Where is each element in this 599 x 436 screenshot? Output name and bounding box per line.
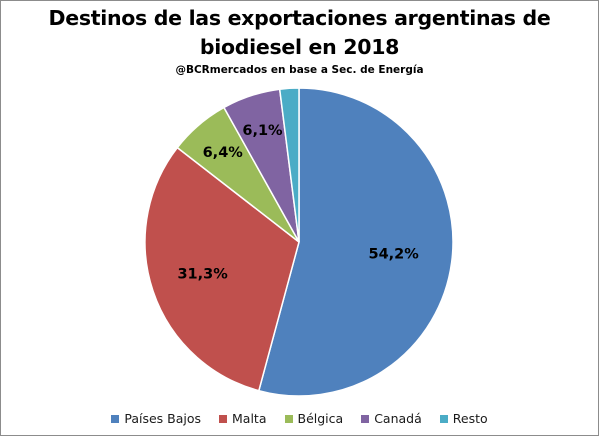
legend-swatch	[284, 414, 293, 423]
legend-label: Canadá	[374, 411, 422, 426]
pie-data-label-3: 6,4%	[203, 145, 244, 161]
legend-swatch	[219, 414, 228, 423]
legend-label: Países Bajos	[124, 411, 202, 426]
pie-slices	[144, 87, 454, 397]
pie-slice-5	[278, 87, 300, 243]
legend-swatch	[361, 414, 370, 423]
chart-title: Destinos de las exportaciones argentinas…	[0, 4, 599, 62]
pie-slice-1	[257, 87, 454, 397]
pie-data-label-2: 31,3%	[177, 266, 228, 282]
legend-swatch	[111, 414, 120, 423]
legend-item-belgica: Bélgica	[284, 411, 344, 426]
legend-label: Bélgica	[297, 411, 344, 426]
legend-item-canada: Canadá	[361, 411, 422, 426]
legend-swatch	[439, 414, 448, 423]
legend-item-resto: Resto	[439, 411, 488, 426]
chart-subtitle: @BCRmercados en base a Sec. de Energía	[175, 64, 424, 76]
legend-label: Resto	[452, 411, 488, 426]
chart-legend: Países Bajos Malta Bélgica Canadá Resto	[0, 411, 599, 426]
pie-data-label-4: 6,1%	[242, 123, 283, 139]
pie-slice-2	[144, 146, 300, 392]
chart-title-line-1: Destinos de las exportaciones argentinas…	[48, 6, 551, 30]
legend-label: Malta	[232, 411, 267, 426]
pie-data-label-1: 54,2%	[368, 247, 419, 263]
legend-item-malta: Malta	[219, 411, 267, 426]
chart-title-line-2: biodiesel en 2018	[199, 35, 400, 59]
legend-item-paises-bajos: Países Bajos	[111, 411, 201, 426]
pie-data-labels: 54,2% 31,3% 6,4% 6,1%	[177, 123, 419, 283]
